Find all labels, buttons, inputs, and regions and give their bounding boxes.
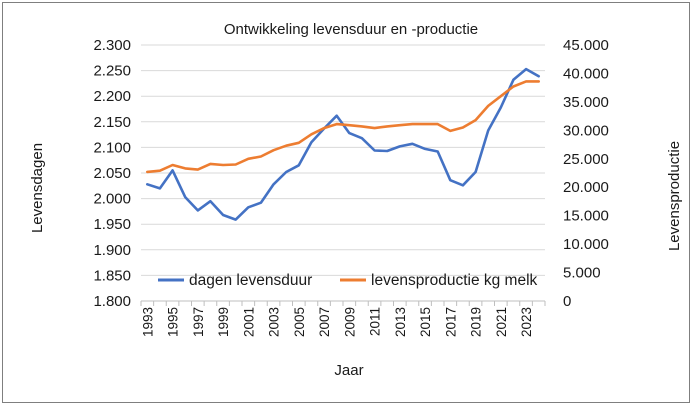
x-tick-label: 2019 (469, 307, 484, 337)
y-left-tick-label: 2.050 (93, 165, 131, 182)
x-tick-label: 2013 (393, 307, 408, 337)
y-right-tick-label: 15.000 (563, 208, 609, 225)
y-left-axis-title: Levensdagen (29, 143, 46, 233)
chart-title: Ontwikkeling levensduur en -productie (224, 21, 478, 38)
y-left-tick-label: 2.100 (93, 139, 131, 156)
x-tick-label: 2023 (519, 307, 534, 337)
series-lines (146, 67, 541, 221)
y-left-tick-label: 2.000 (93, 191, 131, 208)
y-left-tick-label: 1.950 (93, 216, 131, 233)
y-left-tick-label: 1.800 (93, 293, 131, 310)
y-left-tick-label: 2.250 (93, 63, 131, 80)
y-right-tick-label: 45.000 (563, 37, 609, 54)
x-tick-label: 2007 (317, 307, 332, 337)
legend: dagen levensduur levensproductie kg melk (158, 272, 538, 289)
x-tick-label: 1999 (216, 307, 231, 337)
x-axis-title: Jaar (334, 362, 363, 379)
y-right-tick-label: 20.000 (563, 179, 609, 196)
x-tick-labels: 1993 1995 1997 1999 2001 2003 2005 2007 2009 2011… (140, 301, 546, 337)
y-right-tick-label: 30.000 (563, 122, 609, 139)
y-right-tick-label: 10.000 (563, 236, 609, 253)
x-tick-label: 2003 (267, 307, 282, 337)
y-right-axis-title: Levensproductie (666, 141, 683, 251)
x-tick-label: 2011 (368, 307, 383, 336)
y-right-tick-label: 0 (563, 293, 571, 310)
y-right-tick-labels: 0 5.000 10.000 15.000 20.000 25.000 30.000 35.0… (563, 37, 609, 310)
chart-frame: Ontwikkeling levensduur en -productie 1.… (2, 2, 690, 403)
plot-area (141, 44, 545, 302)
legend-label-dagen: dagen levensduur (189, 272, 312, 289)
x-tick-label: 2009 (342, 307, 357, 337)
chart-canvas: Ontwikkeling levensduur en -productie 1.… (29, 21, 683, 379)
y-left-tick-labels: 1.800 1.850 1.900 1.950 2.000 2.050 2.100 2.150… (93, 37, 131, 310)
y-right-tick-label: 35.000 (563, 94, 609, 111)
x-tick-label: 2015 (418, 307, 433, 337)
y-left-tick-label: 2.200 (93, 88, 131, 105)
x-tick-label: 2017 (443, 307, 458, 337)
x-tick-label: 1995 (166, 307, 181, 337)
y-right-tick-label: 5.000 (563, 265, 601, 282)
x-tick-label: 2001 (241, 307, 256, 337)
series-line-dagen-levensduur (146, 67, 541, 221)
y-left-tick-label: 1.850 (93, 267, 131, 284)
y-left-tick-label: 2.150 (93, 114, 131, 131)
series-line-levensproductie (146, 80, 541, 174)
y-right-tick-label: 25.000 (563, 151, 609, 168)
x-tick-label: 2005 (292, 307, 307, 337)
y-left-tick-label: 1.900 (93, 242, 131, 259)
y-right-tick-label: 40.000 (563, 65, 609, 82)
x-tick-label: 1997 (191, 307, 206, 337)
x-tick-label: 2021 (494, 307, 509, 337)
legend-label-productie: levensproductie kg melk (371, 272, 538, 289)
x-tick-label: 1993 (140, 307, 155, 337)
y-left-tick-label: 2.300 (93, 37, 131, 54)
